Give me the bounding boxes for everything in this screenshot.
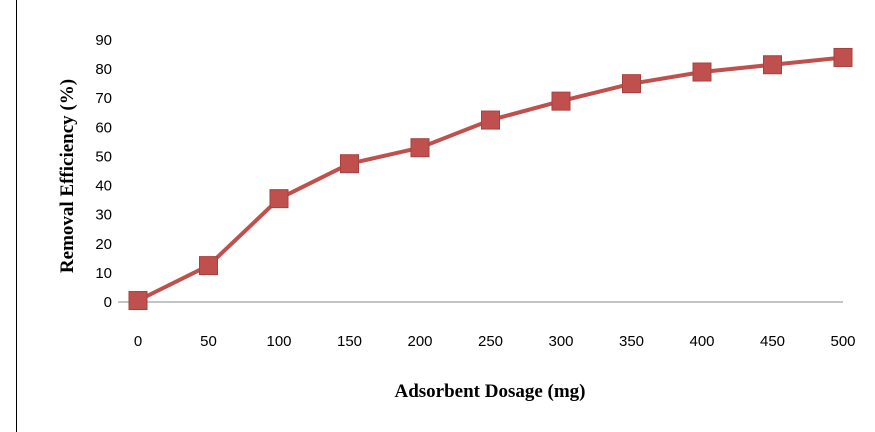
data-point-marker — [269, 189, 289, 209]
y-tick-label: 30 — [95, 207, 112, 224]
y-tick-label: 60 — [95, 119, 112, 136]
data-point-marker — [128, 291, 148, 311]
data-point-marker — [199, 256, 218, 276]
y-tick-label: 80 — [95, 61, 112, 78]
y-tick-label: 70 — [95, 90, 112, 107]
data-point-marker — [551, 91, 571, 111]
y-tick-label: 0 — [104, 294, 112, 311]
x-tick-label: 500 — [830, 333, 855, 350]
y-axis-title: Removal Efficiency (%) — [57, 79, 78, 273]
y-tick-label: 40 — [95, 178, 112, 195]
data-point-marker — [763, 55, 782, 75]
x-axis-ticks: 0 50 100 150 200 250 300 350 400 450 500 — [134, 333, 856, 350]
x-tick-label: 350 — [619, 333, 644, 350]
data-point-marker — [692, 62, 712, 82]
y-axis-ticks: 0 10 20 30 40 50 60 70 80 90 — [95, 32, 112, 311]
x-tick-label: 400 — [689, 333, 714, 350]
series-line — [137, 55, 844, 303]
x-tick-label: 200 — [407, 333, 432, 350]
y-tick-label: 20 — [95, 236, 112, 253]
x-tick-label: 300 — [548, 333, 573, 350]
x-axis-title: Adsorbent Dosage (mg) — [394, 381, 585, 402]
data-point-marker — [833, 47, 853, 67]
y-tick-label: 50 — [95, 148, 112, 165]
left-border-line — [16, 0, 17, 432]
data-point-marker — [340, 154, 359, 174]
x-tick-label: 150 — [337, 333, 362, 350]
x-tick-label: 0 — [134, 333, 142, 350]
y-tick-label: 90 — [95, 32, 112, 49]
data-point-marker — [410, 138, 430, 158]
y-tick-label: 10 — [95, 265, 112, 282]
x-tick-label: 250 — [478, 333, 503, 350]
x-tick-label: 450 — [760, 333, 785, 350]
data-point-marker — [481, 110, 500, 130]
series-markers — [128, 47, 853, 311]
x-tick-label: 50 — [200, 333, 217, 350]
data-point-marker — [622, 74, 641, 94]
x-tick-label: 100 — [266, 333, 291, 350]
